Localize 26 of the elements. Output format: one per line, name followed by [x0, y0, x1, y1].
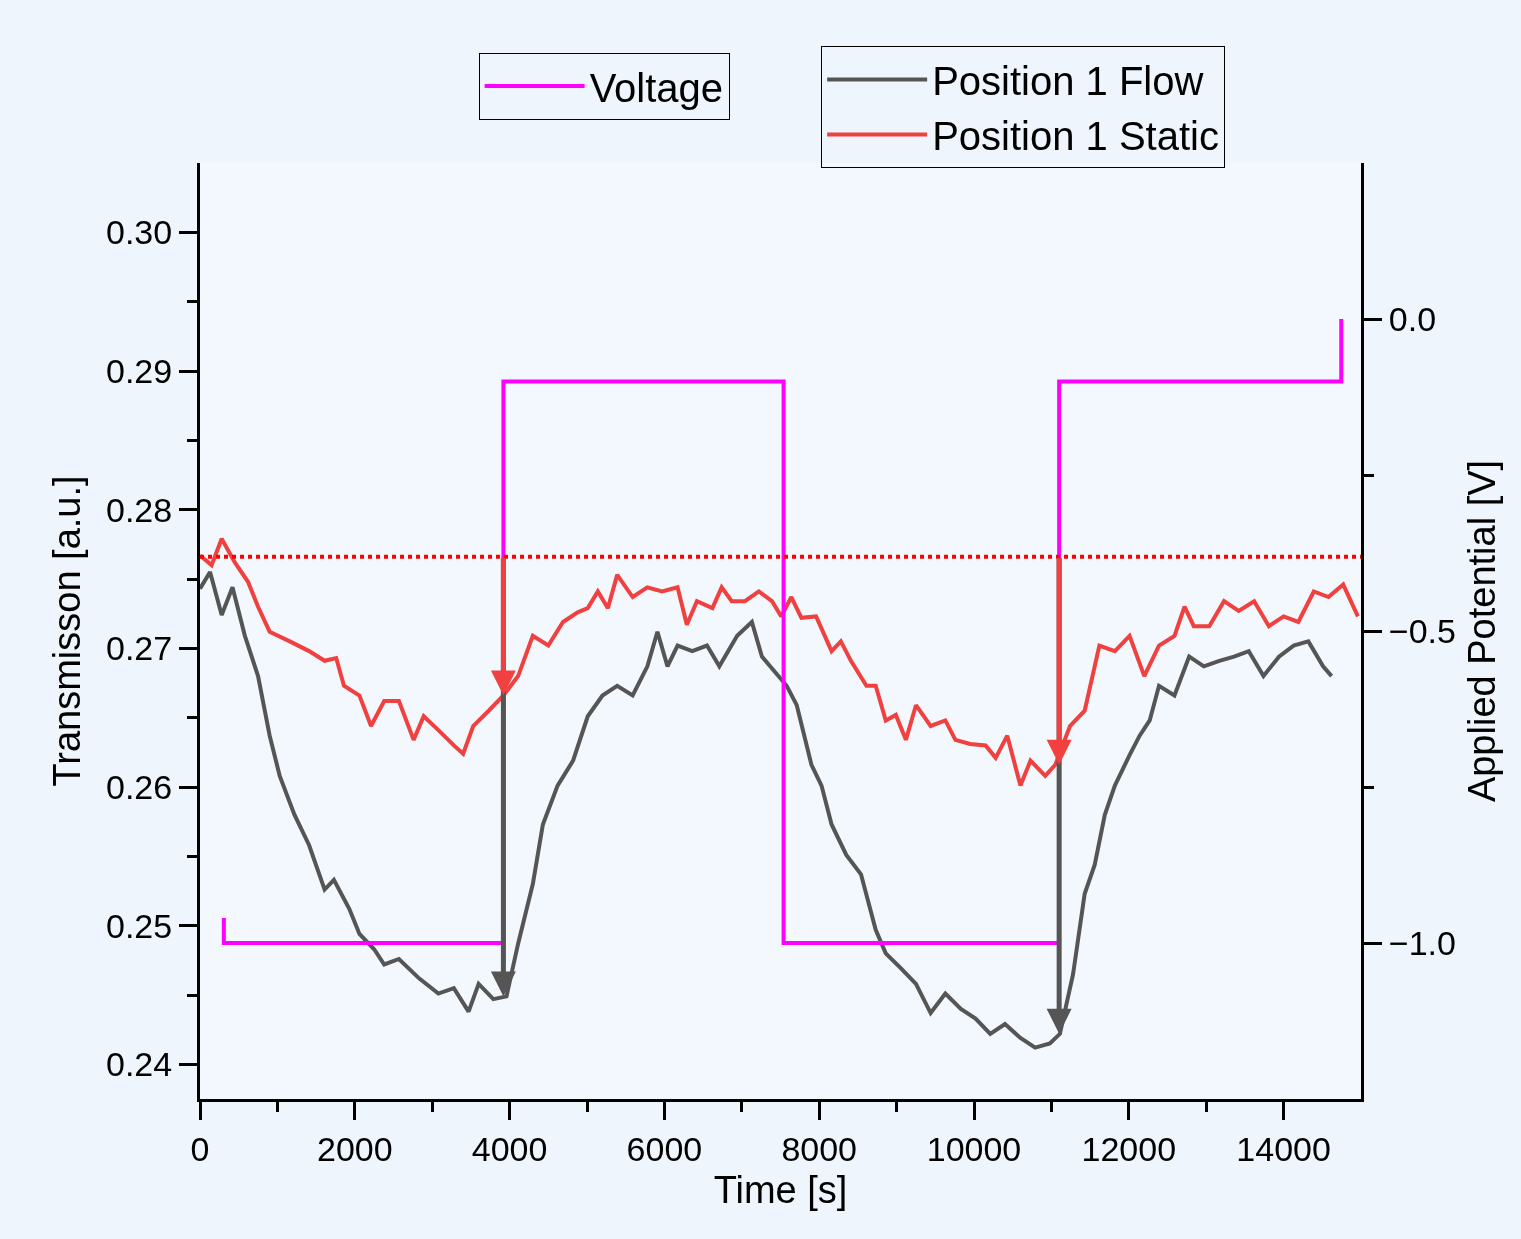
y-tick-label: 0.28	[106, 490, 173, 529]
y2-axis-title: Applied Potential [V]	[1461, 459, 1504, 803]
y-tick-label: 0.27	[106, 629, 173, 668]
x-tick-label: 4000	[471, 1129, 548, 1168]
x-tick-label: 2000	[316, 1129, 393, 1168]
line-series	[200, 536, 1360, 788]
y-axis-title: Transmisson [a.u.]	[46, 475, 89, 787]
y2-tick-label: 0.0	[1388, 299, 1437, 338]
x-tick-label: 0	[190, 1129, 210, 1168]
x-tick-label: 12000	[1081, 1129, 1177, 1168]
line-series	[200, 570, 1334, 1050]
legend-label: Voltage	[589, 65, 724, 110]
x-axis-title: Time [s]	[713, 1168, 848, 1211]
y-tick-label: 0.30	[106, 213, 173, 252]
y-tick-label: 0.26	[106, 767, 173, 806]
y-tick-label: 0.25	[106, 906, 173, 945]
x-tick-label: 14000	[1236, 1129, 1331, 1168]
x-tick-label: 6000	[626, 1129, 703, 1168]
x-tick-label: 10000	[926, 1129, 1022, 1168]
y2-tick-label: −1.0	[1388, 923, 1456, 962]
legend-label: Position 1 Static	[932, 114, 1219, 159]
y-tick-label: 0.24	[106, 1045, 173, 1084]
legend-label: Position 1 Flow	[932, 59, 1204, 104]
x-tick-label: 8000	[781, 1129, 858, 1168]
y2-tick-label: −0.5	[1388, 611, 1456, 650]
y-tick-label: 0.29	[106, 351, 173, 390]
